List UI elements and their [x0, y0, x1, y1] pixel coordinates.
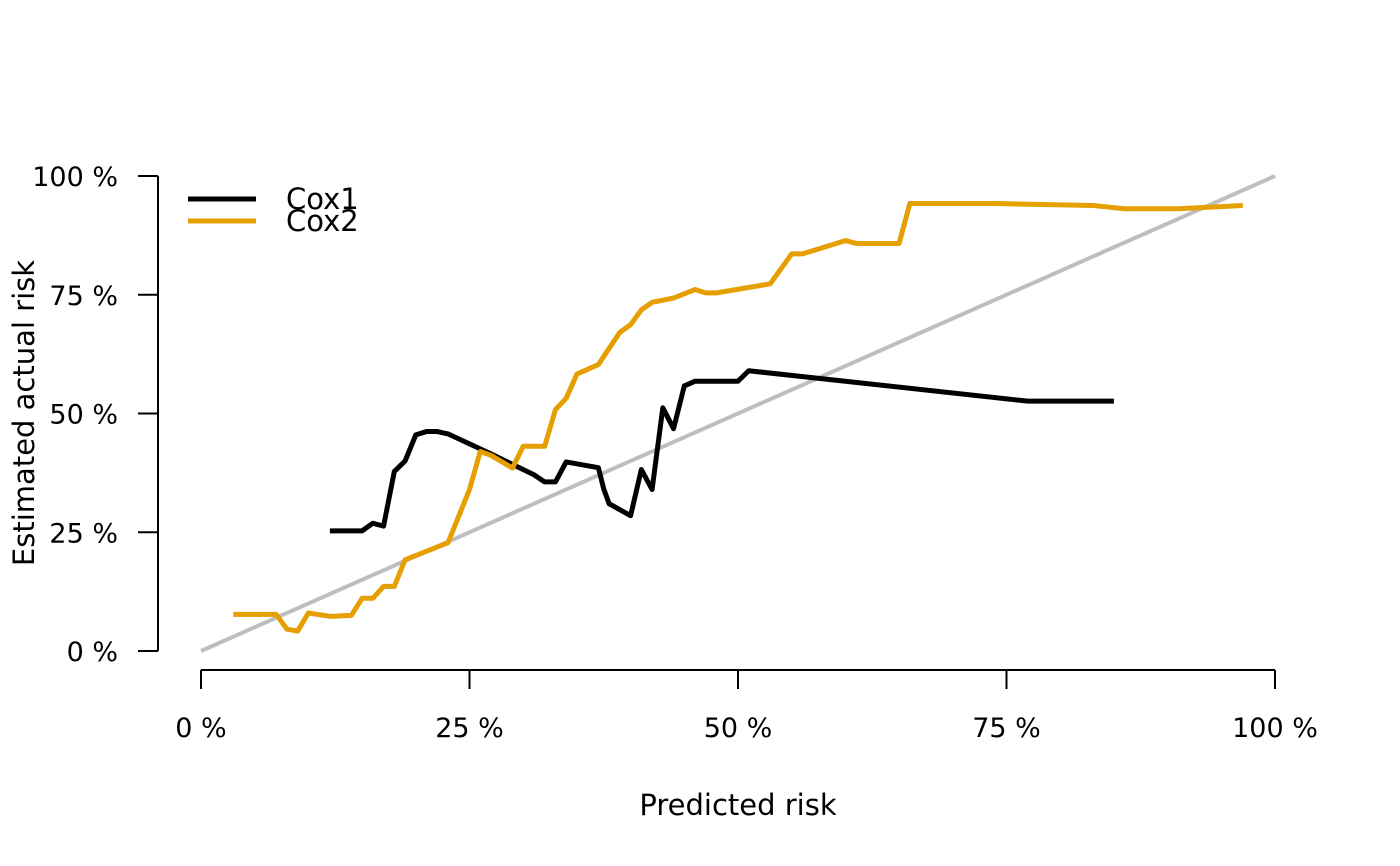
x-tick-label: 75 %	[972, 713, 1041, 744]
series-line-cox2	[233, 201, 1243, 634]
x-tick-label: 50 %	[704, 713, 773, 744]
reference-line	[200, 174, 1276, 653]
y-tick-label: 50 %	[49, 400, 118, 431]
y-tick-label: 100 %	[32, 162, 118, 193]
y-tick-label: 25 %	[49, 518, 118, 549]
y-axis: 0 % 25 % 50 % 75 % 100 %	[32, 162, 159, 668]
x-tick-label: 100 %	[1232, 713, 1318, 744]
y-tick-label: 0 %	[67, 637, 118, 668]
reference-diagonal	[200, 174, 1276, 653]
series-line-cox1	[329, 368, 1114, 534]
y-axis-title: Estimated actual risk	[7, 260, 41, 566]
x-axis-title: Predicted risk	[639, 788, 836, 822]
x-tick-label: 0 %	[175, 713, 226, 744]
y-tick-label: 75 %	[49, 281, 118, 312]
x-axis: 0 % 25 % 50 % 75 % 100 %	[175, 669, 1318, 744]
x-tick-label: 25 %	[435, 713, 504, 744]
legend-label-cox2: Cox2	[286, 204, 359, 238]
legend-label-cox1: Cox1	[286, 182, 359, 216]
series-lines	[233, 201, 1243, 634]
